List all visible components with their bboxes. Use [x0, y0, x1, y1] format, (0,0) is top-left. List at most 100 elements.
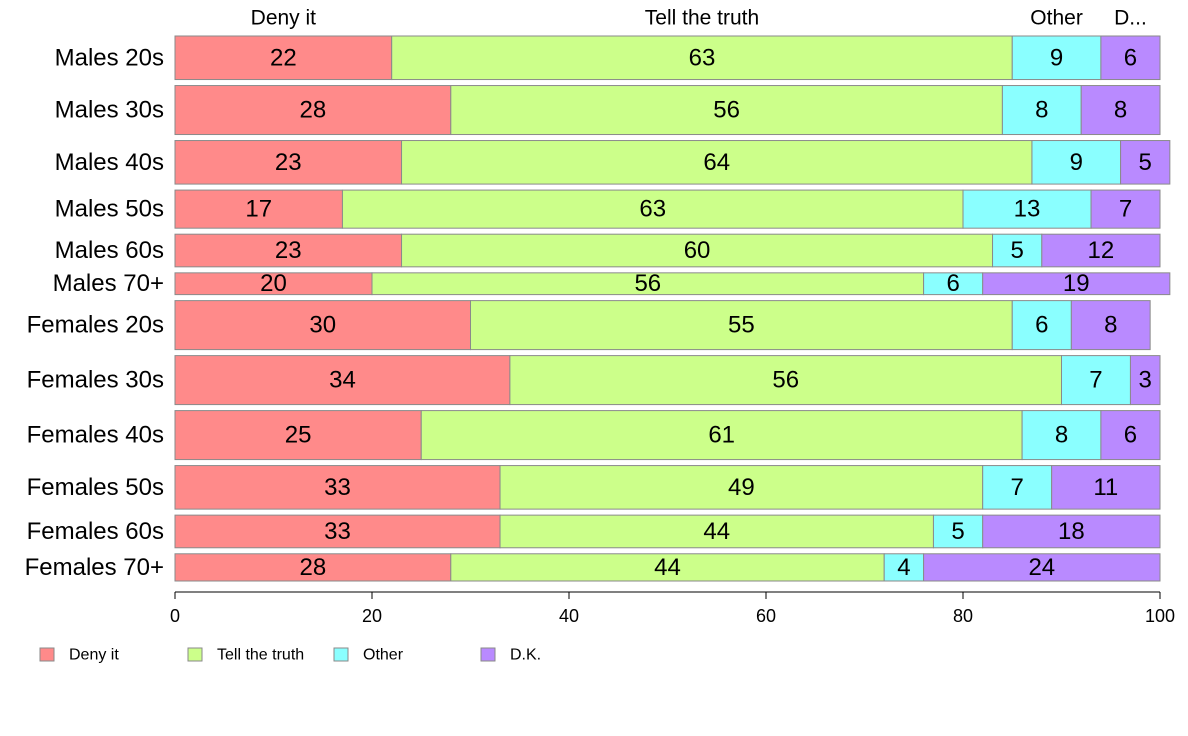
bar-value-label: 8: [1104, 312, 1117, 339]
row-label: Females 40s: [27, 422, 164, 449]
top-column-label: D...: [1114, 7, 1147, 30]
bar-segment: [1051, 465, 1161, 510]
row-label: Females 30s: [27, 367, 164, 394]
bar-segment: [1041, 233, 1161, 268]
bar-segment: [992, 233, 1043, 268]
bar-segment: [1061, 355, 1131, 406]
bar-value-label: 34: [329, 367, 356, 394]
bar-segment: [174, 553, 452, 582]
bar-value-label: 33: [324, 474, 351, 501]
bar-value-label: 13: [1014, 196, 1041, 223]
bar-value-label: 7: [1010, 474, 1023, 501]
bar-value-label: 23: [275, 149, 302, 176]
bar-value-label: 63: [689, 44, 716, 71]
bar-value-label: 17: [245, 196, 272, 223]
bar-segment: [499, 514, 934, 549]
legend-swatch: [187, 647, 203, 662]
bar-value-label: 20: [260, 270, 287, 297]
bar-value-label: 9: [1070, 149, 1083, 176]
bar-segment: [174, 189, 343, 229]
bar-segment: [982, 465, 1053, 510]
bar-value-label: 30: [309, 312, 336, 339]
row-label: Females 50s: [27, 474, 164, 501]
legend-label: Tell the truth: [217, 647, 304, 664]
row-label: Females 20s: [27, 312, 164, 339]
legend-label: Deny it: [69, 647, 119, 664]
bar-value-label: 44: [703, 518, 730, 545]
bar-value-label: 5: [1010, 237, 1023, 264]
bar-value-label: 49: [728, 474, 755, 501]
bar-value-label: 64: [703, 149, 730, 176]
bar-segment: [420, 410, 1023, 461]
bar-segment: [341, 189, 964, 229]
x-tick-label: 40: [559, 606, 579, 626]
bar-segment: [391, 35, 1013, 81]
row-label: Males 40s: [55, 149, 164, 176]
bar-value-label: 6: [1124, 44, 1137, 71]
bar-segment: [450, 553, 885, 582]
bar-value-label: 12: [1088, 237, 1115, 264]
bar-value-label: 56: [634, 270, 661, 297]
bar-segment: [1100, 35, 1161, 81]
bar-segment: [1001, 85, 1082, 136]
bar-value-label: 11: [1093, 474, 1118, 501]
top-column-label: Other: [1030, 7, 1083, 30]
bar-value-label: 25: [285, 422, 312, 449]
row-label: Males 60s: [55, 237, 164, 264]
legend-swatch: [39, 647, 55, 662]
row-label: Males 70+: [53, 270, 164, 297]
bar-value-label: 63: [639, 196, 666, 223]
x-tick-label: 80: [953, 606, 973, 626]
bar-segment: [174, 410, 422, 461]
bar-segment: [1011, 35, 1102, 81]
bar-segment: [982, 272, 1171, 296]
bar-value-label: 33: [324, 518, 351, 545]
bar-value-label: 9: [1050, 44, 1063, 71]
bar-segment: [450, 85, 1003, 136]
bar-segment: [1021, 410, 1102, 461]
bar-segment: [174, 85, 452, 136]
bar-value-label: 28: [300, 554, 327, 581]
x-tick-label: 20: [362, 606, 382, 626]
legend-swatch: [333, 647, 349, 662]
bar-value-label: 5: [1139, 149, 1152, 176]
bar-segment: [1090, 189, 1161, 229]
bar-segment: [1080, 85, 1161, 136]
bar-value-label: 60: [684, 237, 711, 264]
bar-value-label: 44: [654, 554, 681, 581]
row-label: Females 70+: [25, 554, 164, 581]
bar-value-label: 55: [728, 312, 755, 339]
bar-segment: [470, 300, 1013, 351]
bar-segment: [1100, 410, 1161, 461]
bar-value-label: 23: [275, 237, 302, 264]
bar-segment: [174, 233, 403, 268]
bar-value-label: 6: [946, 270, 959, 297]
top-column-label: Tell the truth: [645, 7, 759, 30]
bar-segment: [982, 514, 1161, 549]
bar-segment: [923, 553, 1161, 582]
bar-value-label: 7: [1119, 196, 1132, 223]
row-label: Females 60s: [27, 518, 164, 545]
bar-value-label: 6: [1124, 422, 1137, 449]
x-tick-label: 100: [1145, 606, 1175, 626]
x-tick-label: 0: [170, 606, 180, 626]
top-column-label: Deny it: [251, 7, 317, 30]
bar-value-label: 56: [772, 367, 799, 394]
bar-segment: [174, 465, 501, 510]
bar-segment: [401, 233, 994, 268]
bar-segment: [401, 140, 1033, 185]
bar-segment: [1120, 140, 1171, 185]
bar-value-label: 19: [1063, 270, 1090, 297]
legend-label: D.K.: [510, 647, 541, 664]
bar-segment: [174, 140, 403, 185]
bar-segment: [174, 300, 471, 351]
bar-value-label: 61: [708, 422, 735, 449]
bar-value-label: 24: [1028, 554, 1055, 581]
legend-swatch: [480, 647, 496, 662]
row-label: Males 20s: [55, 44, 164, 71]
bar-segment: [174, 514, 501, 549]
bar-segment: [1129, 355, 1161, 406]
bar-value-label: 8: [1035, 97, 1048, 124]
